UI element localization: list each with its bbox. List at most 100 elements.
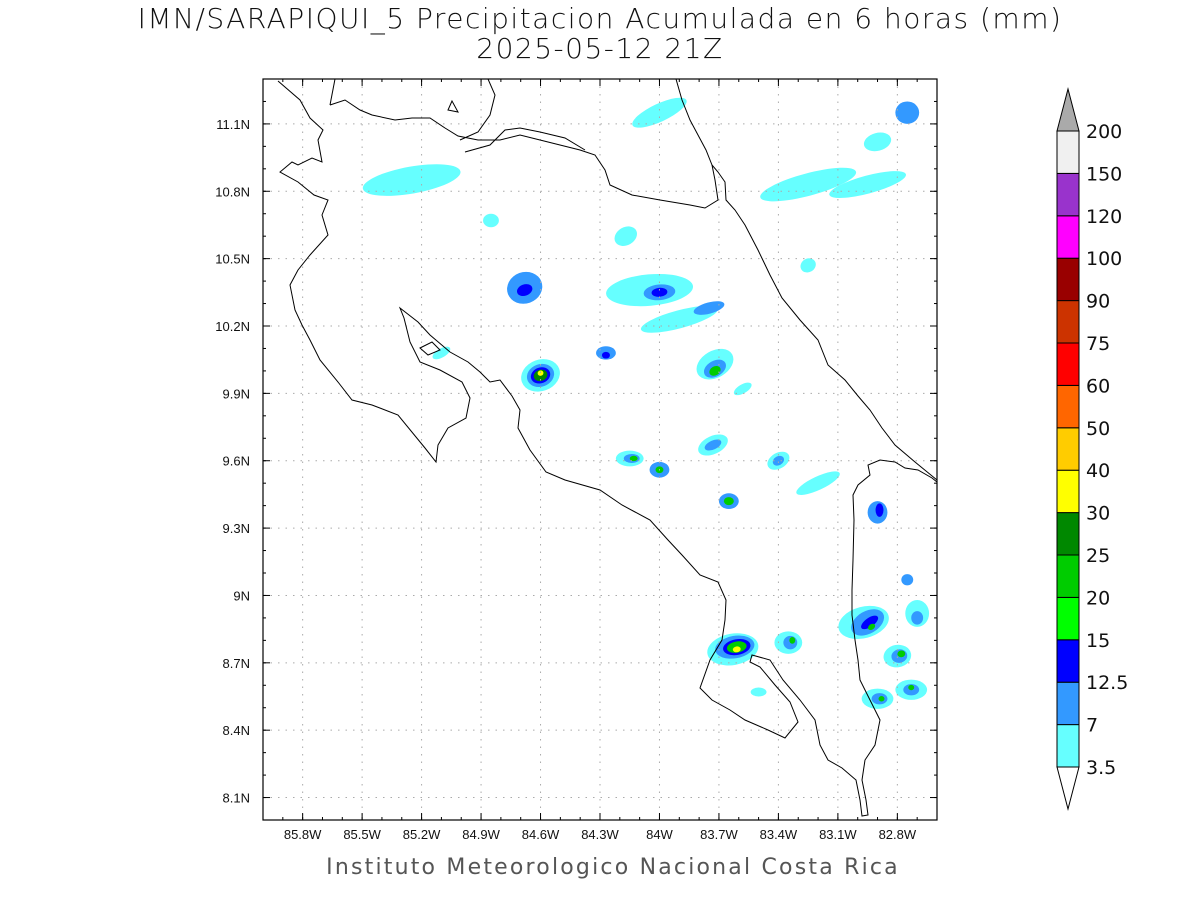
precip-cell [750,687,767,697]
precip-cell [537,370,544,376]
lat-tick-label: 10.2N [215,319,250,334]
colorbar-label: 30 [1086,503,1110,525]
colorbar-label: 75 [1086,333,1110,355]
colorbar-box [1056,300,1080,344]
river-border [464,127,586,153]
precip-cell [432,346,451,360]
lat-tick-label: 8.7N [223,656,250,671]
colorbar-under-triangle [1056,766,1080,811]
precip-cell [867,623,876,631]
colorbar-box [1056,130,1080,174]
precip-cell [651,287,668,297]
lat-tick-label: 9N [233,588,250,603]
precip-cell [878,696,885,702]
map-subtitle-date: 2025-05-12 21Z [476,32,724,65]
precip-cell [897,650,906,658]
precip-cell [704,439,722,451]
lon-tick-label: 83.4W [760,827,798,842]
precip-cell [800,258,816,273]
colorbar-label: 50 [1086,418,1110,440]
gulf-island [419,341,441,356]
lon-tick-label: 85.8W [284,827,322,842]
precip-cell [863,132,892,152]
lake-nicaragua-north [329,79,336,106]
colorbar-box [1056,172,1080,217]
precip-cell [789,636,796,644]
colorbar-box [1056,469,1080,514]
credit-text: Instituto Meteorologico Nacional Costa R… [326,855,900,880]
colorbar-label: 200 [1086,121,1122,143]
lon-tick-label: 82.8W [879,827,917,842]
colorbar-label: 60 [1086,375,1110,397]
colorbar-label: 150 [1086,163,1122,185]
colorbar-label: 90 [1086,291,1110,313]
precip-cell [733,382,752,396]
colorbar-box [1056,596,1080,641]
northern-island-2 [459,79,496,141]
axis-ticks: 85.8W 85.5W 85.2W 84.9W 84.6W 84.3W 84W 83.7W 83… [215,78,938,842]
lon-tick-label: 83.7W [700,827,738,842]
colorbar-box [1056,724,1080,768]
precip-cell [875,503,884,517]
precip-cell [760,167,857,202]
colorbar-over-triangle [1056,87,1080,132]
map-title: IMN/SARAPIQUI_5 Precipitacion Acumulada … [137,2,1063,35]
lon-tick-label: 84W [646,827,673,842]
colorbar-label: 3.5 [1086,757,1116,779]
precip-cell [895,101,920,124]
coastline-caribbean [675,79,937,481]
lon-tick-label: 84.6W [522,827,560,842]
colorbar-box [1056,342,1080,386]
colorbar-box [1056,554,1080,598]
precip-cell [732,646,741,653]
island-north [447,99,459,113]
precip-cell [516,284,533,297]
precip-layer [362,97,930,709]
precip-cell [796,471,840,495]
precip-cell [709,366,721,376]
colorbar-box [1056,427,1080,471]
colorbar-label: 7 [1086,715,1098,737]
colorbar-box [1056,215,1080,259]
colorbar-box [1056,681,1080,726]
colorbar-box [1056,257,1080,302]
colorbar-label: 20 [1086,587,1110,609]
precip-cell [723,497,734,506]
colorbar-label: 40 [1086,460,1110,482]
precip-cell [362,164,461,196]
lon-tick-label: 84.3W [581,827,619,842]
lat-tick-label: 10.5N [215,252,250,267]
lat-tick-label: 9.3N [223,521,250,536]
precip-cell [901,574,914,586]
colorbar-box [1056,639,1080,683]
lon-tick-label: 83.1W [819,827,857,842]
colorbar-label: 25 [1086,545,1110,567]
lat-tick-label: 8.1N [223,791,250,806]
lon-tick-label: 85.2W [403,827,441,842]
precip-cell [483,213,499,228]
precip-cell [861,615,879,630]
colorbar-box [1056,384,1080,429]
precip-cell [693,301,725,315]
colorbar-label: 100 [1086,248,1122,270]
lat-tick-label: 11.1N [216,117,250,132]
coastline-costa-rica [277,80,937,817]
lat-tick-label: 8.4N [223,723,250,738]
precip-cell [601,351,610,359]
precip-cell [629,455,638,462]
precip-cell [911,611,924,625]
colorbar-label: 12.5 [1086,672,1128,694]
colorbar-label: 15 [1086,630,1110,652]
precip-cell [632,97,687,128]
precip-cell [772,455,785,466]
lat-tick-label: 9.9N [223,386,250,401]
precip-cell [614,226,638,246]
colorbar-label: 120 [1086,206,1122,228]
lat-tick-label: 10.8N [215,184,250,199]
lon-tick-label: 85.5W [343,827,381,842]
precip-cell [908,684,915,691]
colorbar-box [1056,512,1080,556]
lat-tick-label: 9.6N [223,454,250,469]
lon-tick-label: 84.9W [462,827,500,842]
